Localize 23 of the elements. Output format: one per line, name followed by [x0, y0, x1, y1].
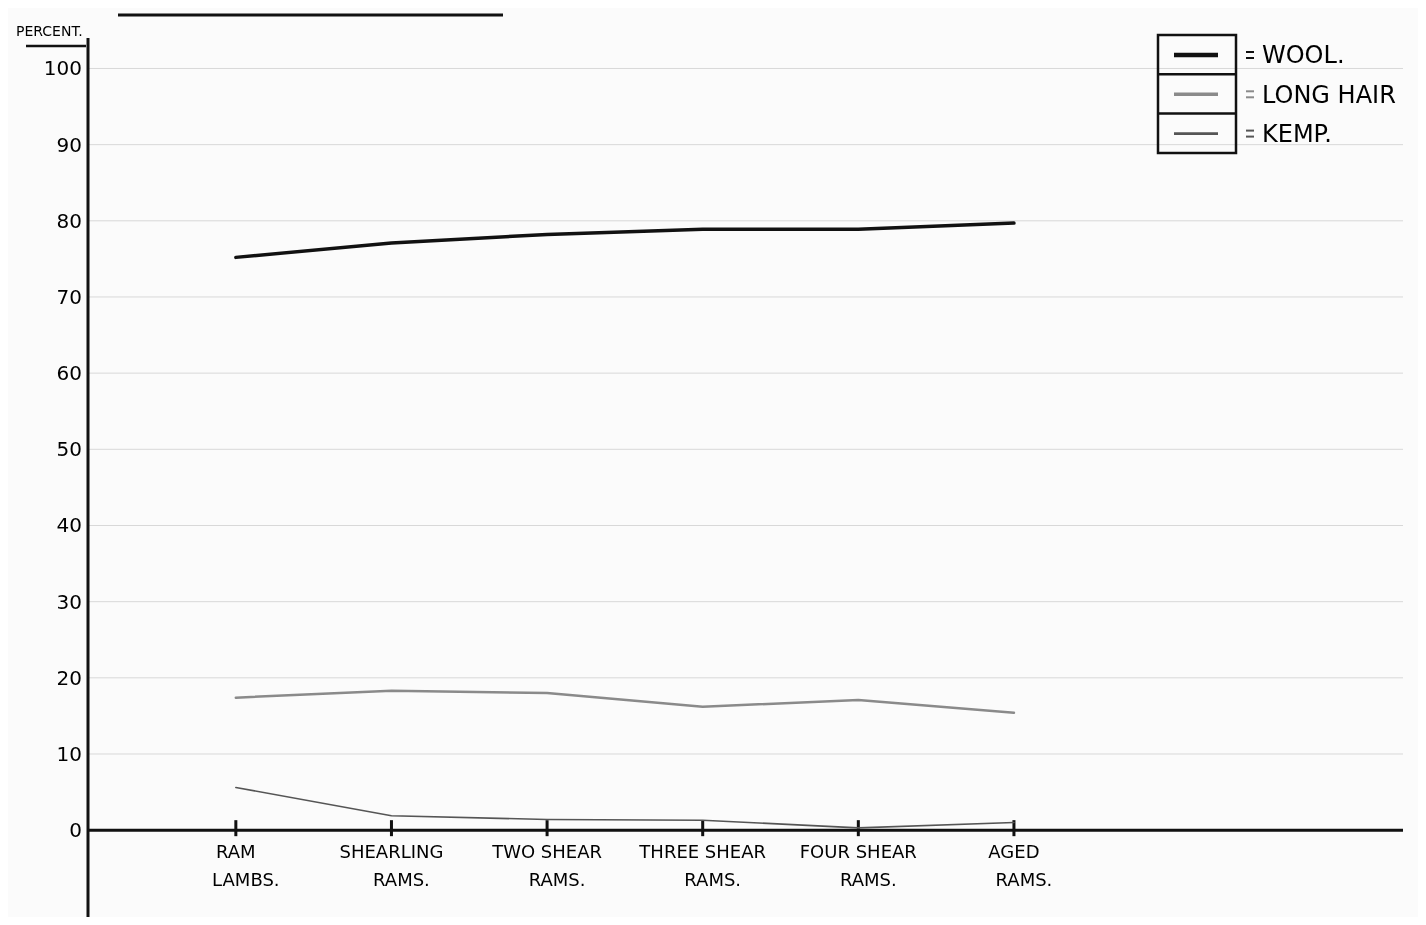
- y-tick-label: 70: [56, 284, 82, 309]
- x-tick-label: RAM LAMBS.: [212, 841, 280, 891]
- y-tick-label: 20: [56, 665, 82, 690]
- y-tick-label: 80: [56, 208, 82, 233]
- y-tick-label: 100: [43, 56, 82, 81]
- y-tick-label: 60: [56, 361, 82, 386]
- y-tick-label: 0: [69, 818, 82, 843]
- y-tick-label: 10: [56, 742, 82, 766]
- x-tick-label: SHEARLING RAMS.: [339, 841, 444, 891]
- y-tick-label: 30: [56, 589, 82, 614]
- line-series: [234, 689, 1016, 715]
- x-tick-label: TWO SHEAR RAMS.: [491, 841, 602, 891]
- legend-label: LONG HAIR: [1262, 80, 1396, 109]
- x-tick-label: THREE SHEAR RAMS.: [638, 841, 767, 891]
- y-axis-title: PERCENT.: [16, 23, 83, 39]
- line-series: [234, 221, 1016, 260]
- y-tick-label: 40: [56, 513, 82, 538]
- y-tick-label: 50: [56, 437, 82, 462]
- legend-label: WOOL.: [1262, 41, 1345, 70]
- x-tick-label: FOUR SHEAR RAMS.: [799, 841, 917, 891]
- y-tick-label: 90: [56, 132, 82, 157]
- legend-label: KEMP.: [1262, 120, 1332, 148]
- x-tick-label: AGED RAMS.: [988, 841, 1053, 891]
